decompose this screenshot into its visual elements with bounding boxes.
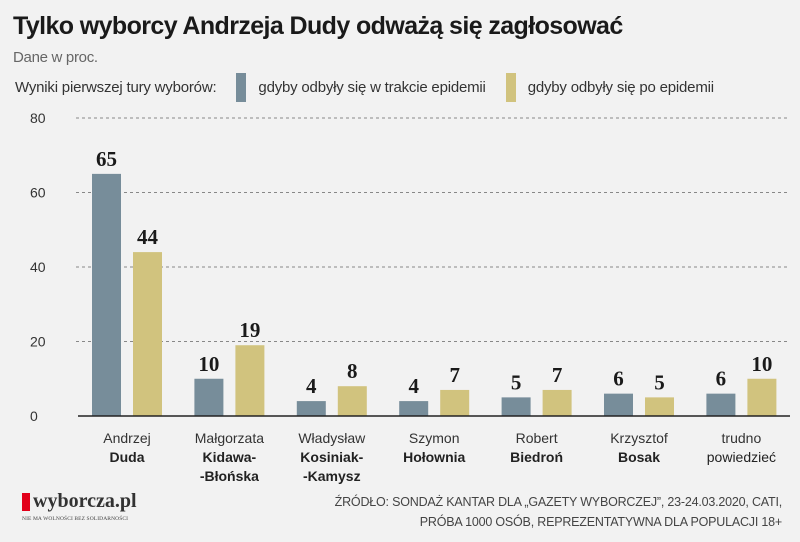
data-label: 8 — [347, 359, 358, 383]
bar-during — [194, 378, 224, 416]
data-label: 5 — [511, 370, 522, 394]
y-tick-label: 20 — [30, 334, 46, 350]
bar-after — [645, 397, 674, 416]
data-label: 19 — [239, 318, 260, 342]
bar-after — [235, 345, 265, 416]
logo-red-block — [22, 492, 30, 511]
bar-after — [337, 386, 367, 416]
x-label-first: Andrzej — [103, 430, 150, 446]
source-line-2: PRÓBA 1000 OSÓB, REPREZENTATYWNA DLA POP… — [419, 515, 782, 529]
chart-subtitle: Dane w proc. — [13, 49, 98, 66]
bar-during — [501, 397, 531, 416]
data-label: 4 — [306, 374, 317, 398]
bar-after — [133, 252, 162, 416]
bar-after — [747, 378, 777, 416]
data-label: 6 — [716, 367, 727, 391]
wyborcza-logo: wyborcza.pl NIE MA WOLNOŚCI BEZ SOLIDARN… — [22, 490, 137, 522]
logo-text: wyborcza.pl — [33, 490, 137, 512]
x-label-first: Małgorzata — [195, 430, 264, 446]
x-label-first: Krzysztof — [610, 430, 668, 446]
data-label: 65 — [96, 147, 117, 171]
bar-during — [706, 393, 736, 416]
source-note: ŹRÓDŁO: SONDAŻ KANTAR DLA „GAZETY WYBORC… — [334, 492, 783, 532]
bar-after — [542, 389, 572, 416]
data-label: 5 — [654, 370, 665, 394]
legend-swatch-during — [236, 72, 247, 102]
data-label: 6 — [613, 367, 624, 391]
x-label-name: powiedzieć — [707, 449, 776, 465]
x-label-name: -Kamysz — [303, 468, 361, 484]
data-label: 4 — [408, 374, 419, 398]
x-label-name: Kosiniak- — [300, 449, 363, 465]
legend: Wyniki pierwszej tury wyborów: gdyby odb… — [15, 72, 714, 102]
logo-tagline: NIE MA WOLNOŚCI BEZ SOLIDARNOŚCI — [22, 516, 129, 522]
data-label: 10 — [751, 352, 772, 376]
legend-label: Wyniki pierwszej tury wyborów: — [15, 78, 217, 96]
data-label: 7 — [449, 363, 460, 387]
y-tick-label: 60 — [30, 185, 46, 201]
chart-title: Tylko wyborcy Andrzeja Dudy odważą się z… — [13, 12, 623, 40]
bar-chart: 0204060806544AndrzejDuda1019MałgorzataKi… — [30, 110, 790, 484]
source-line-1: ŹRÓDŁO: SONDAŻ KANTAR DLA „GAZETY WYBORC… — [334, 495, 783, 509]
x-label-first: Szymon — [409, 430, 460, 446]
bar-during — [399, 401, 429, 416]
x-label-name: Biedroń — [510, 449, 563, 465]
x-label-first: Robert — [516, 430, 558, 446]
legend-swatch-after — [505, 72, 516, 102]
data-label: 10 — [198, 352, 219, 376]
x-label-name: -Błońska — [200, 468, 259, 484]
x-label-first: trudno — [722, 430, 762, 446]
y-tick-label: 80 — [30, 110, 46, 126]
legend-item-during: gdyby odbyły się w trakcie epidemii — [258, 78, 486, 96]
bar-during — [604, 393, 633, 416]
bar-after — [440, 389, 470, 416]
x-label-name: Hołownia — [403, 449, 465, 465]
legend-item-after: gdyby odbyły się po epidemii — [527, 78, 714, 96]
x-label-first: Władysław — [298, 430, 366, 446]
data-label: 7 — [552, 363, 563, 387]
bar-during — [92, 173, 121, 416]
x-label-name: Kidawa- — [203, 449, 257, 465]
y-tick-label: 40 — [30, 259, 46, 275]
x-label-name: Duda — [110, 449, 145, 465]
data-label: 44 — [137, 225, 159, 249]
y-tick-label: 0 — [30, 408, 38, 424]
x-label-name: Bosak — [618, 449, 660, 465]
bar-during — [296, 401, 326, 416]
